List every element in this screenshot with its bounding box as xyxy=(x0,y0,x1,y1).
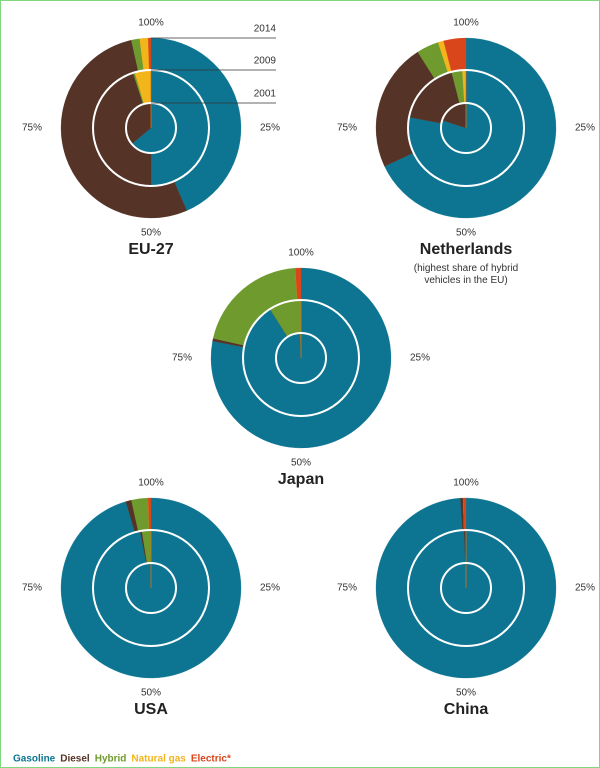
angle-tick-label: 50% xyxy=(141,228,161,239)
angle-tick-label: 75% xyxy=(337,123,357,134)
chart-title: Netherlands xyxy=(420,241,513,258)
ring-separator xyxy=(440,102,492,154)
legend-entry: Hybrid xyxy=(95,754,127,765)
angle-tick-label: 100% xyxy=(453,478,479,489)
angle-tick-label: 50% xyxy=(291,458,311,469)
ring-separator xyxy=(242,299,360,417)
chart-subtitle: (highest share of hybrid vehicles in the… xyxy=(413,263,519,286)
ring-separator xyxy=(275,332,327,384)
angle-tick-label: 75% xyxy=(22,123,42,134)
angle-tick-label: 100% xyxy=(288,248,314,259)
chart-title: EU-27 xyxy=(128,241,173,258)
ring-label: 2001 xyxy=(254,89,277,100)
angle-tick-label: 25% xyxy=(575,123,595,134)
angle-tick-label: 100% xyxy=(453,18,479,29)
ring-separator xyxy=(125,562,177,614)
angle-tick-label: 50% xyxy=(456,228,476,239)
ring-separator xyxy=(440,562,492,614)
ring-separator xyxy=(92,529,210,647)
angle-tick-label: 75% xyxy=(172,353,192,364)
angle-tick-label: 75% xyxy=(337,583,357,594)
chart-title: Japan xyxy=(278,471,324,488)
legend-entry: Diesel xyxy=(60,754,90,765)
angle-tick-label: 50% xyxy=(456,688,476,699)
chart-title: USA xyxy=(134,701,168,718)
ring-label: 2014 xyxy=(254,24,277,35)
angle-tick-label: 100% xyxy=(138,478,164,489)
legend-entry: Natural gas xyxy=(131,754,186,765)
angle-tick-label: 75% xyxy=(22,583,42,594)
angle-tick-label: 25% xyxy=(260,123,280,134)
angle-tick-label: 25% xyxy=(410,353,430,364)
legend-entry: Electric* xyxy=(191,754,231,765)
ring-label: 2009 xyxy=(254,56,277,67)
angle-tick-label: 100% xyxy=(138,18,164,29)
chart-title: China xyxy=(444,701,489,718)
angle-tick-label: 50% xyxy=(141,688,161,699)
ring-separator xyxy=(407,69,525,187)
angle-tick-label: 25% xyxy=(260,583,280,594)
ring-separator xyxy=(407,529,525,647)
legend-entry: Gasoline xyxy=(13,754,56,765)
angle-tick-label: 25% xyxy=(575,583,595,594)
